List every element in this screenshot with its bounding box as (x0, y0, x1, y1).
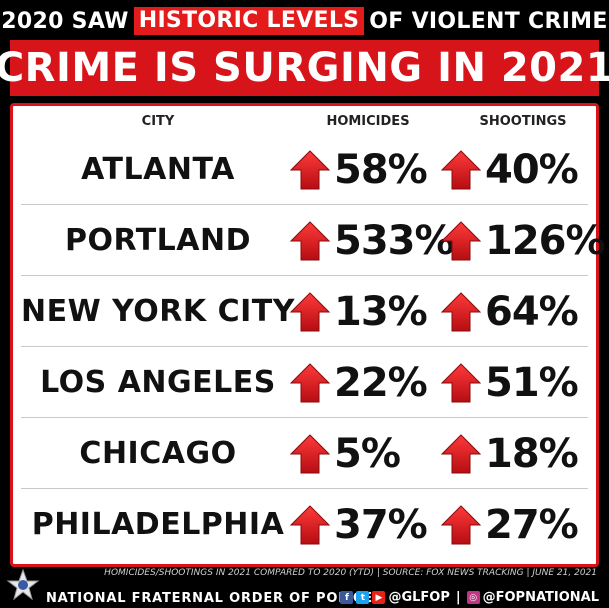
top-headline: 2020 SAW HISTORIC LEVELS OF VIOLENT CRIM… (0, 4, 609, 38)
social-handles: f t ▶ @GLFOP | ◎ @FOPNATIONAL (340, 590, 599, 605)
shootings-value: 27% (485, 501, 579, 548)
homicides-stat: 22% (290, 347, 428, 418)
star-badge-icon (6, 568, 40, 601)
table-row: PORTLAND 533% 126% (13, 205, 606, 276)
arrow-up-icon (290, 291, 330, 331)
shootings-value: 64% (485, 288, 579, 335)
arrow-up-icon (290, 362, 330, 402)
shootings-stat: 18% (441, 418, 579, 489)
column-header-shootings: SHOOTINGS (479, 114, 567, 129)
shootings-value: 51% (485, 359, 579, 406)
row-divider (21, 275, 588, 276)
homicides-stat: 58% (290, 134, 428, 205)
homicides-value: 5% (334, 430, 401, 477)
homicides-value: 58% (334, 146, 428, 193)
stats-panel: CITY HOMICIDES SHOOTINGS ATLANTA 58% 40% PO… (10, 103, 606, 567)
homicides-stat: 533% (290, 205, 455, 276)
shootings-stat: 27% (441, 489, 579, 560)
row-divider (21, 417, 588, 418)
youtube-icon[interactable]: ▶ (372, 591, 386, 604)
table-row: CHICAGO 5% 18% (13, 418, 596, 489)
arrow-up-icon (441, 504, 481, 544)
table-row: ATLANTA 58% 40% (13, 134, 596, 205)
arrow-up-icon (290, 149, 330, 189)
headline-highlight: HISTORIC LEVELS (133, 7, 365, 35)
city-name: PHILADELPHIA (31, 507, 285, 542)
city-name: CHICAGO (79, 436, 237, 471)
shootings-stat: 64% (441, 276, 579, 347)
headline-prefix: 2020 SAW (1, 8, 129, 34)
arrow-up-icon (290, 220, 330, 260)
row-divider (21, 488, 588, 489)
city-name: PORTLAND (64, 223, 252, 258)
arrow-up-icon (441, 433, 481, 473)
homicides-stat: 37% (290, 489, 428, 560)
column-header-homicides: HOMICIDES (326, 114, 410, 129)
instagram-icon[interactable]: ◎ (466, 591, 480, 604)
city-name: LOS ANGELES (40, 365, 276, 400)
shootings-stat: 40% (441, 134, 579, 205)
row-divider (21, 346, 588, 347)
column-header-city: CITY (141, 114, 175, 129)
table-row: LOS ANGELES 22% 51% (13, 347, 596, 418)
handle-glfop[interactable]: @GLFOP (388, 590, 450, 605)
handle-fopnational[interactable]: @FOPNATIONAL (482, 590, 599, 605)
shootings-stat: 126% (441, 205, 606, 276)
arrow-up-icon (441, 362, 481, 402)
shootings-value: 126% (485, 217, 606, 264)
homicides-value: 533% (334, 217, 455, 264)
arrow-up-icon (441, 149, 481, 189)
main-title-banner: CRIME IS SURGING IN 2021 (0, 40, 609, 96)
row-divider (21, 204, 588, 205)
homicides-stat: 5% (290, 418, 401, 489)
shootings-stat: 51% (441, 347, 579, 418)
homicides-stat: 13% (290, 276, 428, 347)
city-name: ATLANTA (81, 152, 235, 187)
source-note: HOMICIDES/SHOOTINGS IN 2021 COMPARED TO … (104, 568, 597, 578)
organization-name: NATIONAL FRATERNAL ORDER OF POLICE (46, 591, 373, 606)
arrow-up-icon (441, 291, 481, 331)
facebook-icon[interactable]: f (340, 591, 354, 604)
table-row: NEW YORK CITY 13% 64% (13, 276, 596, 347)
arrow-up-icon (290, 504, 330, 544)
separator: | (455, 590, 461, 605)
arrow-up-icon (290, 433, 330, 473)
arrow-up-icon (441, 220, 481, 260)
homicides-value: 22% (334, 359, 428, 406)
headline-suffix: OF VIOLENT CRIME (369, 8, 608, 34)
shootings-value: 18% (485, 430, 579, 477)
city-name: NEW YORK CITY (21, 294, 295, 329)
table-row: PHILADELPHIA 37% 27% (13, 489, 596, 560)
homicides-value: 37% (334, 501, 428, 548)
homicides-value: 13% (334, 288, 428, 335)
shootings-value: 40% (485, 146, 579, 193)
twitter-icon[interactable]: t (356, 591, 370, 604)
